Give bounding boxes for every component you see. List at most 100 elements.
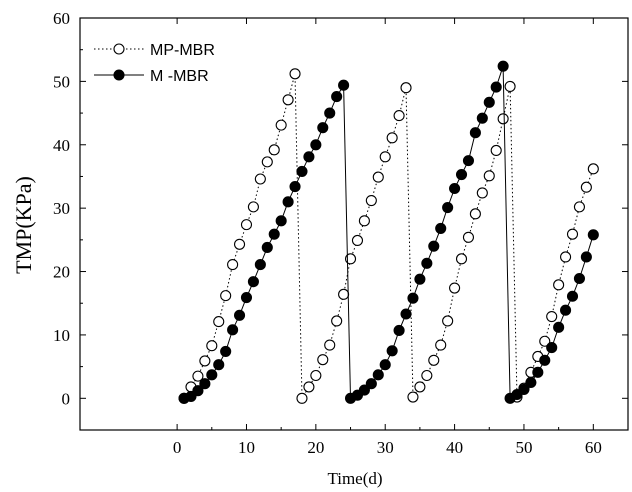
filled-point: [483, 96, 495, 108]
filled-point: [220, 345, 232, 357]
y-axis-title: TMP(KPa): [11, 176, 36, 274]
open-point: [275, 119, 287, 131]
filled-point: [469, 127, 481, 139]
filled-point: [587, 229, 599, 241]
open-point: [497, 113, 509, 125]
open-point: [462, 231, 475, 243]
filled-point: [261, 241, 273, 254]
filled-point: [206, 369, 218, 381]
open-point: [358, 215, 370, 227]
y-tick-label: 30: [53, 199, 70, 218]
x-tick-label: 10: [238, 438, 255, 457]
open-point: [476, 187, 488, 199]
filled-point: [317, 122, 329, 134]
filled-point: [282, 196, 294, 208]
open-point: [414, 381, 426, 393]
open-point: [338, 288, 350, 300]
filled-point: [324, 107, 336, 119]
filled-point: [192, 385, 204, 397]
filled-point: [573, 272, 585, 285]
filled-point: [476, 112, 488, 124]
open-point: [428, 354, 440, 366]
open-point: [553, 279, 565, 291]
series-1: [178, 68, 599, 404]
open-point: [504, 80, 516, 93]
open-point: [261, 156, 273, 168]
filled-point: [296, 165, 308, 177]
filled-point: [455, 169, 468, 181]
open-point: [344, 253, 357, 265]
filled-point: [254, 259, 266, 271]
y-tick-label: 40: [53, 136, 70, 155]
open-point: [560, 251, 572, 263]
y-tick-label: 50: [53, 72, 70, 91]
open-point: [442, 315, 454, 327]
filled-point: [233, 309, 246, 321]
filled-point: [490, 81, 502, 93]
filled-point: [539, 354, 551, 366]
filled-point: [435, 222, 447, 234]
open-point: [227, 259, 239, 271]
open-point: [573, 201, 585, 213]
filled-point: [553, 321, 565, 333]
open-point: [310, 369, 322, 382]
filled-point: [331, 91, 343, 103]
open-point: [365, 194, 377, 207]
open-point: [317, 354, 329, 366]
open-point: [247, 201, 259, 213]
open-point: [379, 151, 391, 163]
x-tick-label: 0: [173, 438, 182, 457]
filled-point: [303, 151, 315, 163]
legend-label: MP-MBR: [150, 42, 215, 59]
y-tick-label: 60: [53, 9, 70, 28]
open-point: [254, 173, 266, 185]
open-point: [539, 335, 551, 347]
open-point: [372, 171, 384, 183]
open-point: [206, 340, 218, 352]
open-point: [289, 68, 301, 80]
open-point: [435, 339, 447, 351]
open-point: [324, 339, 336, 351]
legend: MP-MBR M -MBR: [94, 42, 215, 85]
filled-point: [407, 292, 419, 304]
filled-point: [275, 215, 287, 227]
open-point: [580, 181, 592, 193]
filled-point: [247, 276, 259, 288]
filled-point: [421, 257, 433, 269]
open-point: [351, 234, 364, 247]
filled-point: [379, 359, 391, 371]
filled-point: [365, 378, 377, 390]
filled-point: [449, 182, 461, 195]
filled-point: [199, 378, 211, 390]
filled-point: [566, 290, 579, 302]
filled-point: [372, 369, 384, 381]
plot-frame: [79, 17, 629, 431]
y-tick-label: 10: [53, 326, 70, 345]
open-point: [469, 208, 481, 220]
legend-label: M -MBR: [150, 68, 209, 85]
filled-point: [213, 359, 225, 371]
series-2: [178, 60, 599, 404]
x-tick-label: 60: [585, 438, 602, 457]
legend-marker: [113, 69, 125, 81]
open-point: [490, 144, 502, 157]
filled-point: [497, 60, 509, 72]
open-point: [400, 82, 412, 94]
open-point: [393, 110, 405, 122]
open-point: [199, 355, 211, 367]
filled-point: [462, 155, 475, 167]
x-tick-label: 40: [446, 438, 463, 457]
filled-point: [240, 291, 253, 304]
plot-axes: 0 10 20 30 40 50 60 0 10 20 30 40 50 60: [53, 9, 629, 457]
filled-point: [289, 181, 301, 193]
open-point: [421, 369, 433, 382]
open-point: [303, 381, 315, 393]
filled-point: [428, 240, 440, 252]
y-tick-label: 20: [53, 263, 70, 282]
y-tick-label: 0: [62, 389, 71, 408]
filled-point: [560, 304, 572, 316]
open-point: [213, 316, 225, 328]
filled-point: [310, 139, 322, 151]
series-layer: [178, 60, 599, 404]
